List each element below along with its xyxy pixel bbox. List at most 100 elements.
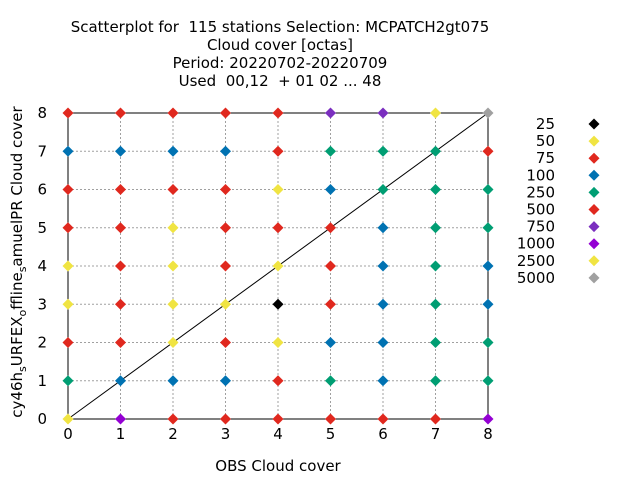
title-line-2: Cloud cover [octas] [206,36,354,54]
data-point [272,413,284,425]
y-tick-label: 2 [37,334,47,352]
y-label-subscript: s [16,366,29,372]
data-point [430,222,441,234]
data-point [62,107,74,119]
data-point [62,260,74,272]
data-point [220,413,231,425]
y-label-subscript: s [16,266,29,272]
data-point [377,145,389,157]
legend-marker [588,169,600,181]
legend-label: 500 [526,201,555,219]
y-tick-label: 4 [37,257,47,275]
data-point [167,337,179,348]
y-label-part: ffline [8,272,26,309]
y-axis-label: cy46hsURFEXofflinesamuelPR Cloud cover [8,105,29,417]
chart-title: Scatterplot for 115 stations Selection: … [0,18,560,90]
data-point [167,413,179,425]
data-point [62,184,74,195]
x-tick-label: 6 [378,425,388,443]
data-point [377,375,389,387]
data-point [115,260,126,272]
x-tick-label: 2 [168,425,178,443]
data-point [62,298,74,310]
x-tick-label: 1 [116,425,126,443]
data-point [167,222,179,234]
data-point [430,413,441,425]
data-point [167,375,179,387]
y-tick-label: 8 [37,104,47,122]
data-point [62,413,74,425]
legend-marker [588,118,600,130]
data-point [272,375,284,387]
data-point [482,222,494,234]
data-point [115,337,126,348]
data-point [325,184,336,195]
y-label-part: cy46h [8,372,26,418]
data-point [430,184,441,195]
legend-label: 2500 [517,252,555,270]
data-point [167,145,179,157]
y-tick-label: 6 [37,181,47,199]
y-label-part: amuelPR Cloud cover [8,105,26,266]
data-point [377,413,389,425]
data-point [272,145,284,157]
legend-marker [588,186,600,198]
data-point [325,222,336,234]
data-point [482,184,494,195]
data-point [62,145,74,157]
legend-label: 100 [526,166,555,184]
data-point [430,375,441,387]
data-point [115,184,126,195]
legend-label: 1000 [517,235,555,253]
data-point [167,184,179,195]
data-point [430,145,441,157]
data-point [220,260,231,272]
legend-marker [588,135,600,147]
y-tick-label: 7 [37,142,47,160]
x-tick-label: 8 [483,425,493,443]
y-label-subscript: o [16,309,29,316]
y-tick-label: 3 [37,295,47,313]
data-point [325,107,336,119]
data-point [325,375,336,387]
title-line-3: Period: 20220702-20220709 [172,54,388,72]
data-point [220,145,231,157]
data-point [482,107,494,119]
data-point [115,375,126,387]
x-tick-label: 5 [326,425,336,443]
data-point [430,337,441,348]
data-point [272,337,284,348]
data-point [377,184,389,195]
data-point [220,107,231,119]
data-point [167,260,179,272]
data-point [272,298,284,310]
y-tick-label: 5 [37,219,47,237]
data-point [220,298,231,310]
data-point [482,260,494,272]
data-point [325,260,336,272]
x-tick-label: 7 [431,425,441,443]
legend-marker [588,238,600,250]
y-tick-label: 1 [37,372,47,390]
data-point [325,298,336,310]
data-point [377,222,389,234]
legend-label: 50 [536,132,555,150]
legend-label: 250 [526,183,555,201]
y-label-part: URFEX [8,316,26,366]
x-axis-label: OBS Cloud cover [215,457,341,475]
data-points [62,107,494,425]
x-tick-label: 3 [221,425,231,443]
data-point [377,337,389,348]
legend-label: 5000 [517,269,555,287]
data-point [115,107,126,119]
legend-marker [588,204,600,215]
data-point [167,298,179,310]
data-point [377,298,389,310]
data-point [325,337,336,348]
data-point [167,107,179,119]
data-point [62,337,74,348]
data-point [220,184,231,195]
data-point [482,145,494,157]
data-point [482,375,494,387]
